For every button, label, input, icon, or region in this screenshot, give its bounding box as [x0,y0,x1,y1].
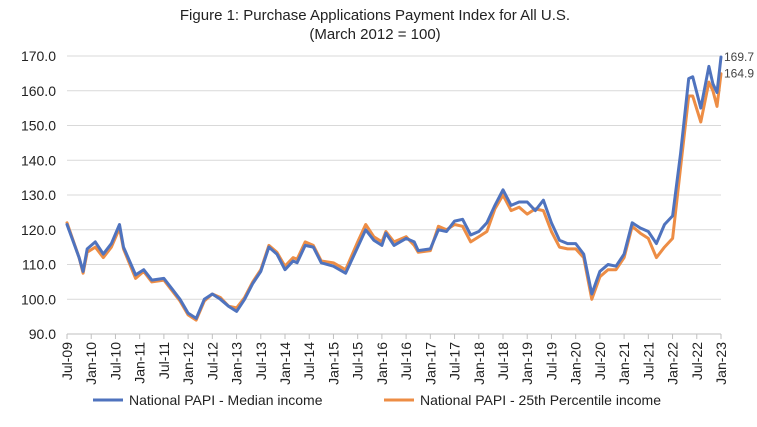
legend-label-1: National PAPI - 25th Percentile income [420,392,661,408]
x-tick-label: Jan-17 [422,342,438,385]
x-tick-label: Jul-11 [156,342,172,379]
x-tick-label: Jan-12 [180,342,196,385]
x-tick-label: Jul-22 [689,342,705,380]
x-tick-label: Jul-14 [301,342,317,380]
x-axis-ticks: Jul-09 Jan-10 Jul-10 Jan-11 Jul-11 Jan-12 Jul-… [59,334,729,385]
y-tick-label: 170.0 [21,48,56,64]
y-tick-label: 130.0 [21,187,56,203]
y-tick-label: 120.0 [21,222,56,238]
legend-label-0: National PAPI - Median income [129,392,323,408]
x-tick-label: Jul-16 [398,342,414,380]
series-end-label-0: 169.7 [724,50,754,64]
x-tick-label: Jul-15 [350,342,366,380]
legend: National PAPI - Median income National PA… [93,392,661,408]
x-tick-label: Jan-15 [325,342,341,385]
x-tick-label: Jul-21 [640,342,656,380]
y-tick-label: 110.0 [22,257,56,273]
x-tick-label: Jul-12 [204,342,220,380]
series-line-1 [65,72,723,322]
end-labels: 169.7 164.9 [724,50,754,81]
x-tick-label: Jan-22 [665,342,681,385]
x-tick-label: Jan-11 [132,342,148,384]
gridlines [67,55,721,335]
x-tick-label: Jan-18 [471,342,487,385]
y-tick-label: 100.0 [21,291,56,307]
x-tick-label: Jan-20 [568,342,584,385]
x-tick-label: Jan-14 [277,342,293,385]
x-tick-label: Jan-16 [374,342,390,385]
y-axis-ticks: 90.0 100.0 110.0 120.0 130.0 140.0 150.0 160.0 1… [21,48,56,342]
chart-title: Figure 1: Purchase Applications Payment … [180,7,570,24]
y-tick-label: 150.0 [21,118,56,134]
series-end-label-1: 164.9 [724,67,754,81]
series-line-0 [65,55,723,320]
x-tick-label: Jul-13 [253,342,269,380]
x-tick-label: Jan-10 [83,342,99,385]
chart-subtitle: (March 2012 = 100) [309,26,440,43]
x-tick-label: Jul-18 [495,342,511,380]
x-tick-label: Jul-20 [592,342,608,380]
x-tick-label: Jul-09 [59,342,75,380]
x-tick-label: Jan-23 [713,342,729,385]
y-tick-label: 160.0 [21,83,56,99]
x-tick-label: Jan-19 [519,342,535,385]
x-tick-label: Jan-13 [229,342,245,385]
y-tick-label: 140.0 [21,152,56,168]
series-lines [65,55,723,322]
x-tick-label: Jul-17 [447,342,463,380]
x-tick-label: Jul-10 [107,342,123,380]
x-tick-label: Jan-21 [616,342,632,385]
x-tick-label: Jul-19 [543,342,559,380]
y-tick-label: 90.0 [29,326,56,342]
